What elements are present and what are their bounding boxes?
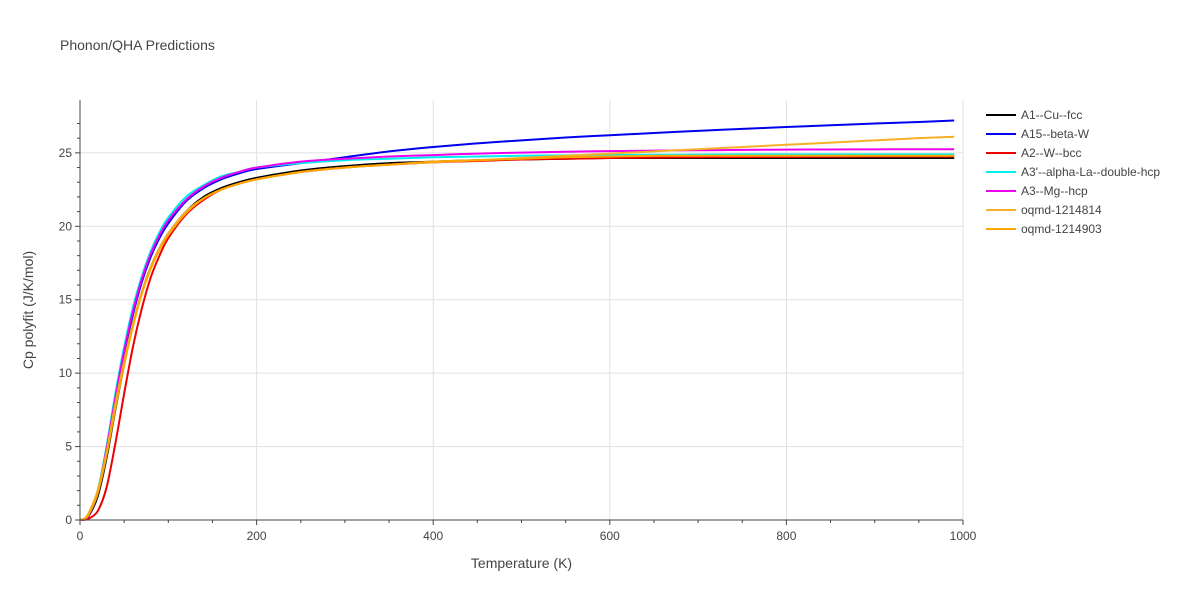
series-line-3 (79, 153, 955, 521)
x-tick-label: 800 (776, 529, 796, 543)
series-line-6 (79, 154, 955, 521)
y-tick-label: 10 (59, 366, 73, 380)
x-tick-label: 200 (247, 529, 267, 543)
legend-label: A2--W--bcc (1021, 146, 1081, 160)
legend-label: oqmd-1214903 (1021, 222, 1102, 236)
chart-title: Phonon/QHA Predictions (60, 37, 215, 53)
y-tick-label: 0 (65, 513, 72, 527)
legend-label: A3'--alpha-La--double-hcp (1021, 165, 1160, 179)
x-tick-label: 1000 (950, 529, 977, 543)
x-tick-label: 0 (77, 529, 84, 543)
x-axis-title: Temperature (K) (471, 555, 572, 571)
legend-item[interactable]: A1--Cu--fcc (986, 108, 1082, 122)
series-line-4 (79, 148, 955, 521)
legend-item[interactable]: A15--beta-W (986, 127, 1090, 141)
y-tick-label: 20 (59, 219, 73, 233)
legend-item[interactable]: A2--W--bcc (986, 146, 1081, 160)
y-tick-label: 15 (59, 293, 73, 307)
y-axis-title: Cp polyfit (J/K/mol) (20, 251, 36, 369)
legend-item[interactable]: oqmd-1214814 (986, 203, 1102, 217)
legend-item[interactable]: A3'--alpha-La--double-hcp (986, 165, 1160, 179)
legend-label: A1--Cu--fcc (1021, 108, 1082, 122)
series-line-2 (79, 155, 955, 521)
legend-label: A3--Mg--hcp (1021, 184, 1088, 198)
y-tick-label: 5 (65, 440, 72, 454)
x-tick-label: 600 (600, 529, 620, 543)
series-layer (79, 119, 955, 521)
y-tick-label: 25 (59, 146, 73, 160)
y-ticks: 0 5 10 15 20 25 (59, 122, 80, 527)
grid (80, 100, 964, 520)
x-ticks: 0 200 400 600 800 1000 (77, 520, 977, 543)
axes (79, 100, 963, 521)
series-line-0 (79, 156, 955, 521)
legend-label: A15--beta-W (1021, 127, 1090, 141)
legend-item[interactable]: oqmd-1214903 (986, 222, 1102, 236)
legend: A1--Cu--fcc A15--beta-W A2--W--bcc A3'--alp… (986, 108, 1160, 236)
x-tick-label: 400 (423, 529, 443, 543)
legend-item[interactable]: A3--Mg--hcp (986, 184, 1088, 198)
legend-label: oqmd-1214814 (1021, 203, 1102, 217)
